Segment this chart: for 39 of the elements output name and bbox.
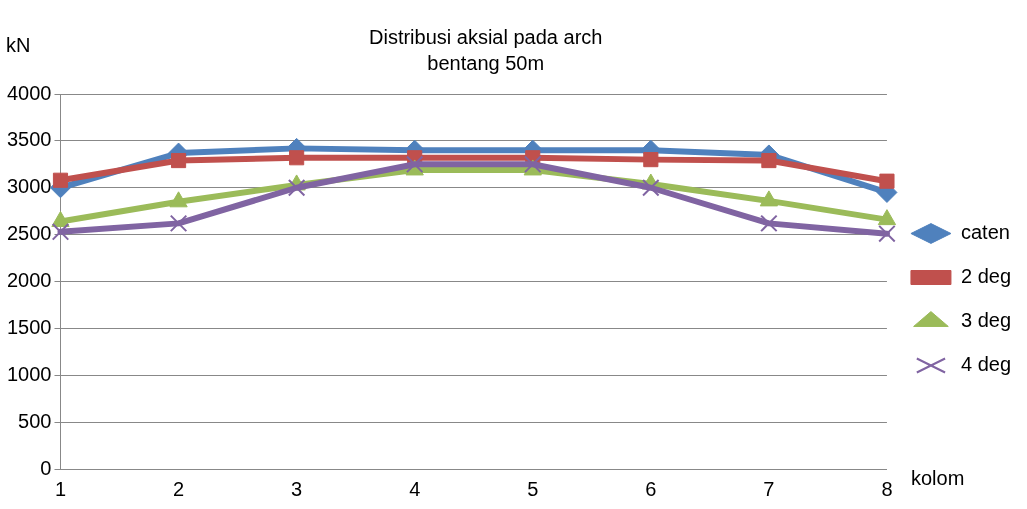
point <box>169 214 188 233</box>
y-axis-title: kN <box>6 33 31 56</box>
x-tick-label: 4 <box>409 477 421 500</box>
point <box>51 223 70 241</box>
y-tick-label: 500 <box>18 409 52 432</box>
legend-label: 3 deg <box>960 309 1012 332</box>
point <box>52 172 69 188</box>
point <box>405 155 424 174</box>
x-tick-label: 5 <box>527 477 539 500</box>
chart-title: Distribusi aksial pada arch bentang 50m <box>369 25 603 74</box>
point <box>642 178 660 197</box>
x-tick-label: 6 <box>645 477 657 500</box>
legend-label: 2 deg <box>960 265 1012 288</box>
point <box>287 178 306 197</box>
point <box>170 152 187 169</box>
point <box>760 214 778 233</box>
x-tick-label: 8 <box>881 477 893 500</box>
legend-label: caten <box>960 221 1010 244</box>
x-tick-label: 7 <box>763 477 775 500</box>
y-tick-label: 1500 <box>6 315 52 338</box>
x-axis-title: kolom <box>910 466 965 489</box>
point <box>523 155 542 174</box>
y-tick-label: 2500 <box>6 222 52 245</box>
y-tick-label: 3000 <box>6 175 52 198</box>
point <box>643 152 659 168</box>
y-tick-label: 1000 <box>6 362 52 385</box>
point <box>289 150 305 166</box>
point <box>877 209 897 226</box>
y-tick-label: 4000 <box>6 81 52 104</box>
x-tick-label: 1 <box>54 477 67 500</box>
x-tick-label: 3 <box>291 477 303 500</box>
legend-label: 4 deg <box>960 353 1012 376</box>
y-tick-label: 3500 <box>6 128 52 151</box>
y-tick-label: 2000 <box>6 269 52 292</box>
point <box>761 152 777 169</box>
x-tick-label: 2 <box>173 477 185 500</box>
point <box>878 224 896 243</box>
point <box>879 173 895 189</box>
y-tick-label: 0 <box>40 456 52 479</box>
